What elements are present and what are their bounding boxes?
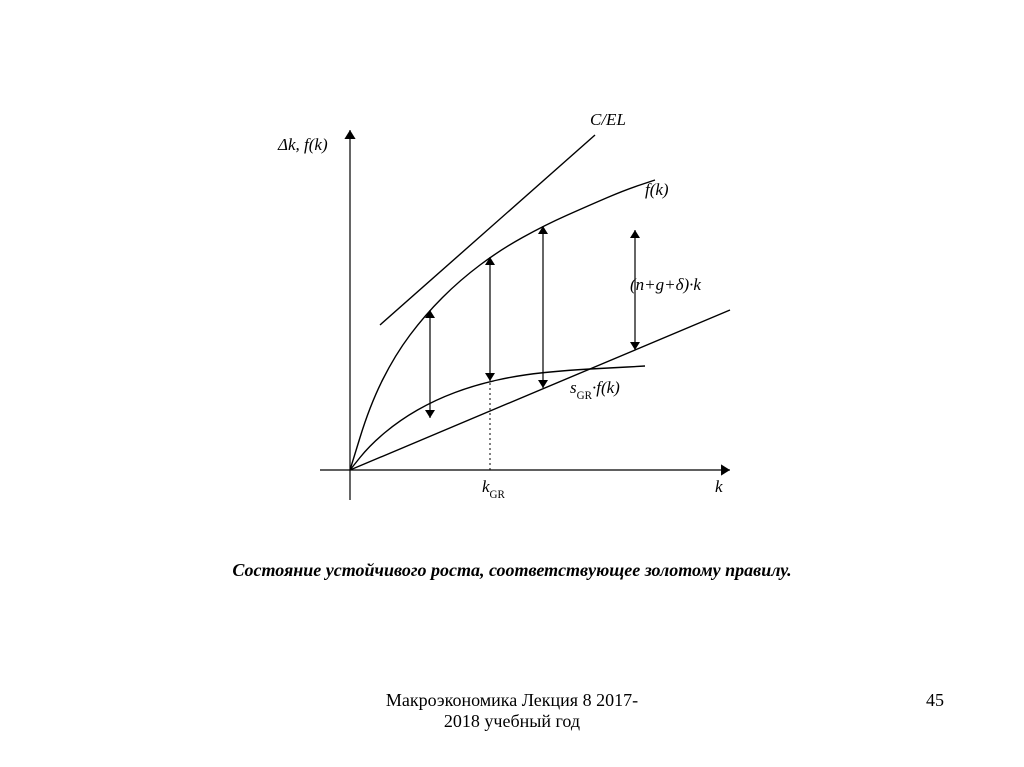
svg-text:f(k): f(k) (645, 180, 669, 199)
footer-line2: 2018 учебный год (444, 711, 580, 731)
svg-text:kGR: kGR (482, 477, 506, 501)
slide-page: Δk, f(k) k C/EL f(k) (n+g+δ)·k kGR sGR·f(k) Со… (0, 0, 1024, 767)
slide-footer: Макроэкономика Лекция 8 2017- 2018 учебн… (0, 690, 1024, 732)
svg-text:k: k (715, 477, 723, 496)
figure-caption: Состояние устойчивого роста, соответству… (0, 560, 1024, 581)
page-number: 45 (926, 690, 944, 711)
svg-text:Δk, f(k): Δk, f(k) (277, 135, 328, 154)
footer-line1: Макроэкономика Лекция 8 2017- (386, 690, 638, 710)
svg-text:C/EL: C/EL (590, 110, 626, 129)
diagram-svg: Δk, f(k) k C/EL f(k) (n+g+δ)·k kGR sGR·f(k) (260, 110, 780, 530)
svg-text:(n+g+δ)·k: (n+g+δ)·k (630, 275, 701, 294)
golden-rule-diagram: Δk, f(k) k C/EL f(k) (n+g+δ)·k kGR sGR·f(k) (260, 110, 780, 530)
svg-text:sGR·f(k): sGR·f(k) (570, 378, 620, 402)
